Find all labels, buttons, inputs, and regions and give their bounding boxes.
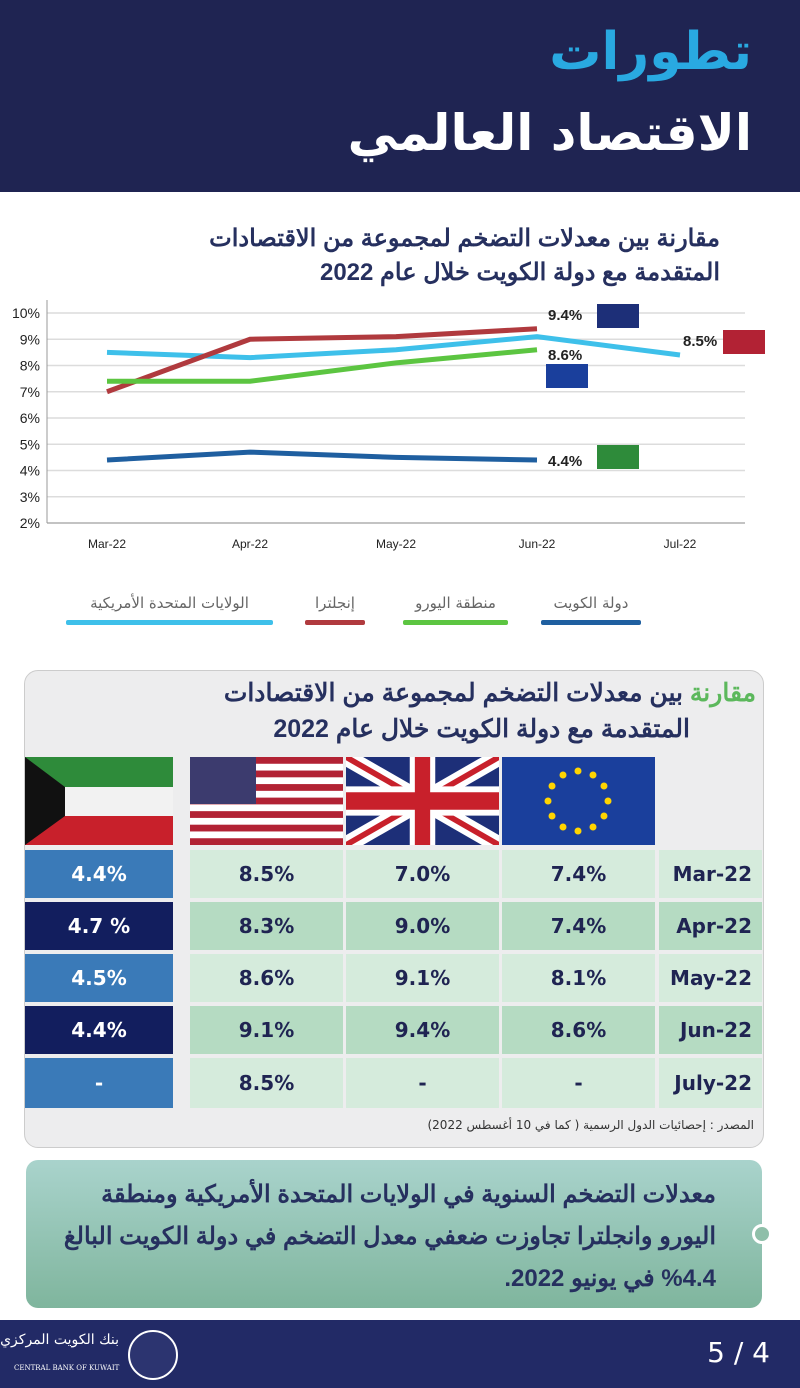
cell-uk: 7.0%	[346, 850, 499, 898]
uk-mini-flag-icon	[597, 304, 639, 328]
star-icon	[559, 823, 567, 831]
table-title-highlight: مقارنة	[689, 679, 756, 707]
table-subtitle: المتقدمة مع دولة الكويت خلال عام 2022	[273, 715, 690, 743]
line-chart: 2% 3% 4% 5% 6% 7% 8% 9% 10% Mar-22 Apr-22 May-22 Jun…	[12, 300, 765, 551]
cell-uk: 9.0%	[346, 902, 499, 950]
legend-swatch	[305, 620, 365, 625]
central-bank-logo: بنك الكويت المركزي CENTRAL BANK OF KUWAI…	[0, 1330, 184, 1380]
row-month: May-22	[659, 954, 762, 1002]
star-icon	[548, 782, 556, 790]
star-icon	[544, 797, 552, 805]
end-value-label: 4.4%	[548, 453, 582, 470]
cell-eu: 8.6%	[502, 1006, 655, 1054]
end-value-label: 8.6%	[548, 347, 582, 364]
table-title: مقارنة بين معدلات التضخم لمجموعة من الاق…	[46, 676, 756, 710]
chart-subtitle: المتقدمة مع دولة الكويت خلال عام 2022	[319, 259, 720, 286]
star-icon	[559, 771, 567, 779]
star-icon	[589, 771, 597, 779]
y-tick-label: 4%	[20, 463, 40, 479]
x-tick-label: Mar-22	[88, 537, 126, 551]
legend-item: منطقة اليورو	[403, 594, 508, 625]
legend-label: إنجلترا	[315, 594, 355, 612]
eu-flag	[502, 757, 655, 845]
cell-kw: 4.7 %	[25, 902, 173, 950]
cell-us: 9.1%	[190, 1006, 343, 1054]
star-icon	[600, 812, 608, 820]
legend-swatch	[403, 620, 508, 625]
star-icon	[548, 812, 556, 820]
chart-title: مقارنة بين معدلات التضخم لمجموعة من الاق…	[209, 225, 720, 252]
y-tick-label: 9%	[20, 331, 40, 347]
x-tick-label: Apr-22	[232, 537, 268, 551]
summary-note: معدلات التضخم السنوية في الولايات المتحد…	[26, 1160, 762, 1308]
cell-uk: 9.4%	[346, 1006, 499, 1054]
star-icon	[600, 782, 608, 790]
row-month: Mar-22	[659, 850, 762, 898]
us-mini-flag-icon	[723, 330, 765, 354]
star-icon	[574, 767, 582, 775]
cell-eu: -	[502, 1058, 655, 1108]
legend-item: الولايات المتحدة الأمريكية	[66, 594, 273, 625]
us-flag	[190, 757, 343, 845]
kw-mini-flag-icon	[597, 445, 639, 469]
y-tick-label: 10%	[12, 305, 40, 321]
series-line	[106, 449, 538, 463]
x-tick-label: Jun-22	[519, 537, 556, 551]
cell-eu: 8.1%	[502, 954, 655, 1002]
cell-kw: -	[25, 1058, 173, 1108]
x-tick-label: May-22	[376, 537, 416, 551]
y-tick-label: 3%	[20, 489, 40, 505]
cell-uk: 9.1%	[346, 954, 499, 1002]
table-title-rest: بين معدلات التضخم لمجموعة من الاقتصادات	[223, 679, 690, 707]
row-month: Jun-22	[659, 1006, 762, 1054]
legend-swatch	[541, 620, 641, 625]
cell-kw: 4.5%	[25, 954, 173, 1002]
seal-icon	[128, 1330, 178, 1380]
legend-label: منطقة اليورو	[415, 594, 496, 612]
y-tick-label: 2%	[20, 515, 40, 531]
cell-us: 8.5%	[190, 850, 343, 898]
row-month: July-22	[659, 1058, 762, 1108]
y-tick-label: 5%	[20, 436, 40, 452]
y-tick-label: 6%	[20, 410, 40, 426]
series-line	[106, 326, 538, 395]
star-icon	[574, 827, 582, 835]
logo-text-ar: بنك الكويت المركزي	[0, 1332, 119, 1348]
cell-uk: -	[346, 1058, 499, 1108]
kuwait-flag	[25, 757, 173, 845]
cell-us: 8.6%	[190, 954, 343, 1002]
legend-label: الولايات المتحدة الأمريكية	[90, 594, 249, 612]
cell-kw: 4.4%	[25, 1006, 173, 1054]
end-value-label: 8.5%	[683, 333, 717, 350]
legend-item: إنجلترا	[305, 594, 365, 625]
header: تطورات الاقتصاد العالمي	[0, 0, 800, 192]
source-note: المصدر : إحصائيات الدول الرسمية ( كما في…	[427, 1118, 754, 1132]
star-icon	[604, 797, 612, 805]
series-line	[107, 347, 538, 384]
end-value-label: 9.4%	[548, 307, 582, 324]
eu-mini-flag-icon	[546, 364, 588, 388]
cell-us: 8.5%	[190, 1058, 343, 1108]
legend-swatch	[66, 620, 273, 625]
x-tick-label: Jul-22	[664, 537, 697, 551]
title-line2: الاقتصاد العالمي	[347, 104, 752, 162]
star-icon	[589, 823, 597, 831]
legend-label: دولة الكويت	[553, 594, 629, 612]
y-tick-label: 7%	[20, 384, 40, 400]
y-tick-label: 8%	[20, 358, 40, 374]
bullet-dot	[752, 1224, 772, 1244]
uk-flag	[346, 757, 499, 845]
legend-item: دولة الكويت	[541, 594, 641, 625]
title-line1: تطورات	[549, 22, 752, 82]
page-number: 5 / 4	[707, 1336, 770, 1369]
cell-eu: 7.4%	[502, 902, 655, 950]
cell-us: 8.3%	[190, 902, 343, 950]
cell-eu: 7.4%	[502, 850, 655, 898]
logo-text-en: CENTRAL BANK OF KUWAIT	[14, 1364, 120, 1372]
footer: بنك الكويت المركزي CENTRAL BANK OF KUWAI…	[0, 1320, 800, 1388]
row-month: Apr-22	[659, 902, 762, 950]
cell-kw: 4.4%	[25, 850, 173, 898]
